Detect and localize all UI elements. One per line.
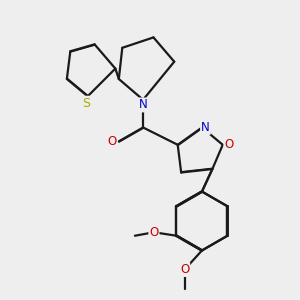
Text: O: O: [107, 135, 116, 148]
Text: O: O: [180, 263, 189, 276]
Text: N: N: [201, 121, 210, 134]
Text: S: S: [82, 97, 90, 110]
Text: O: O: [224, 138, 234, 151]
Text: O: O: [149, 226, 159, 239]
Text: N: N: [139, 98, 147, 112]
